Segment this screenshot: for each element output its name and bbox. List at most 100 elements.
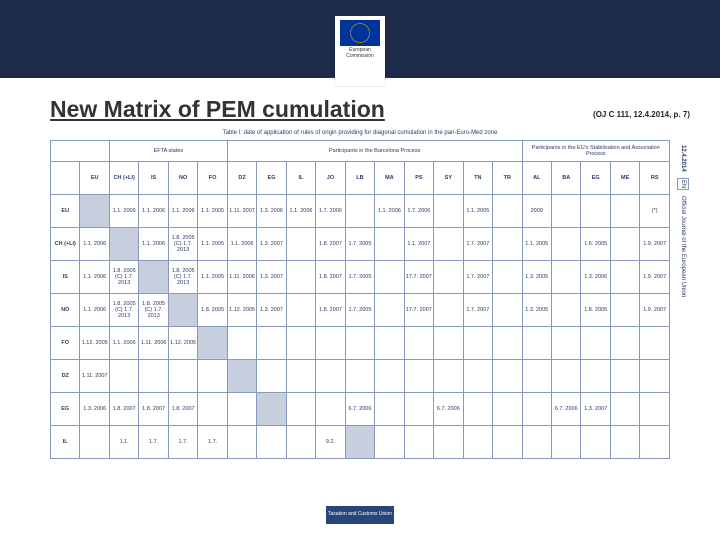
cell	[227, 327, 256, 360]
cell	[522, 426, 551, 459]
cell: 17.7. 2007	[404, 261, 433, 294]
cell	[581, 426, 610, 459]
cell: 1.8. 2005 (C) 1.7. 2013	[109, 261, 138, 294]
cell	[80, 195, 109, 228]
cell	[375, 294, 404, 327]
cell	[551, 360, 580, 393]
cell	[375, 426, 404, 459]
cell	[404, 393, 433, 426]
col-head: JO	[316, 162, 345, 195]
col-head: TN	[463, 162, 492, 195]
cell: 1.1. 2005	[198, 195, 227, 228]
cell	[551, 327, 580, 360]
cell	[581, 195, 610, 228]
cell	[404, 327, 433, 360]
cell	[345, 327, 374, 360]
cell	[434, 195, 463, 228]
cell	[198, 360, 227, 393]
cell	[139, 261, 168, 294]
ec-logo: European Commission	[335, 16, 385, 86]
table-caption: Table I: date of application of rules of…	[50, 130, 670, 136]
cell	[168, 360, 197, 393]
cell	[375, 360, 404, 393]
cell: 1.7.	[139, 426, 168, 459]
col-head: EG	[581, 162, 610, 195]
row-head: IS	[51, 261, 80, 294]
col-head: TR	[493, 162, 522, 195]
cell: 1.1. 2006	[80, 228, 109, 261]
cell: 1.8. 2005 (C) 1.7. 2013	[139, 294, 168, 327]
cell: 1.1. 2005	[198, 228, 227, 261]
cell: 1.12. 2005	[168, 327, 197, 360]
cell: 1.7. 2007	[463, 261, 492, 294]
cell: 1.1. 2006	[139, 228, 168, 261]
col-head: SY	[434, 162, 463, 195]
cell: 1.1. 2006	[109, 195, 138, 228]
cell	[640, 360, 670, 393]
cell	[640, 393, 670, 426]
cell	[434, 426, 463, 459]
cell: 1.1. 2005	[198, 261, 227, 294]
cell	[463, 327, 492, 360]
cell: 1.12. 2005	[80, 327, 109, 360]
cell	[522, 360, 551, 393]
cell	[551, 294, 580, 327]
cell	[434, 327, 463, 360]
cell: 1.8. 2005 (C) 1.7. 2013	[168, 228, 197, 261]
side-annotations: 12.4.2014 EN Official Journal of the Eur…	[676, 145, 690, 465]
row-head: CH (+LI)	[51, 228, 80, 261]
cell	[551, 261, 580, 294]
cell	[610, 261, 639, 294]
side-lang-box: EN	[677, 178, 689, 190]
cell	[551, 228, 580, 261]
cell: 1.11. 2006	[227, 261, 256, 294]
cell	[80, 426, 109, 459]
cell	[286, 327, 315, 360]
cell: 1.3. 2006	[80, 393, 109, 426]
cell	[168, 294, 197, 327]
cell	[316, 327, 345, 360]
col-head: NO	[168, 162, 197, 195]
cell	[257, 426, 286, 459]
cell: 1.1. 2006	[227, 228, 256, 261]
cell	[493, 426, 522, 459]
cell	[286, 294, 315, 327]
cell	[434, 261, 463, 294]
cell	[610, 327, 639, 360]
row-head: FO	[51, 327, 80, 360]
cell	[551, 426, 580, 459]
cell	[286, 261, 315, 294]
cell	[375, 327, 404, 360]
cell: 1.1. 2005	[522, 228, 551, 261]
cell	[316, 360, 345, 393]
cell	[493, 393, 522, 426]
cell	[434, 228, 463, 261]
cell: 1.7. 2007	[463, 228, 492, 261]
cell: 1.8. 2007	[139, 393, 168, 426]
cell	[463, 426, 492, 459]
group-stabilisation: Participants in the EU's Stabilisation a…	[522, 141, 670, 162]
cell	[463, 393, 492, 426]
cell	[522, 393, 551, 426]
cell: 1.7.	[168, 426, 197, 459]
cell	[139, 360, 168, 393]
cell: 1.7. 2007	[463, 294, 492, 327]
cell: 1.8. 2007	[316, 261, 345, 294]
title-row: New Matrix of PEM cumulation (OJ C 111, …	[50, 96, 690, 123]
eu-flag-icon	[340, 20, 380, 46]
cell	[581, 360, 610, 393]
cell: 1.3. 2007	[257, 294, 286, 327]
cell: 1.1.	[109, 426, 138, 459]
cell: 1.8. 2007	[316, 228, 345, 261]
cell: 1.9. 2007	[640, 294, 670, 327]
cell	[257, 393, 286, 426]
cell	[316, 393, 345, 426]
cell	[375, 393, 404, 426]
cell: 1.1. 2006	[80, 261, 109, 294]
cell: 1.7. 2005	[345, 261, 374, 294]
cell	[610, 360, 639, 393]
cell: 1.9. 2007	[640, 261, 670, 294]
cell: 1.8. 2005 (C) 1.7. 2013	[109, 294, 138, 327]
cell	[610, 393, 639, 426]
cell: 6.7. 2006	[551, 393, 580, 426]
